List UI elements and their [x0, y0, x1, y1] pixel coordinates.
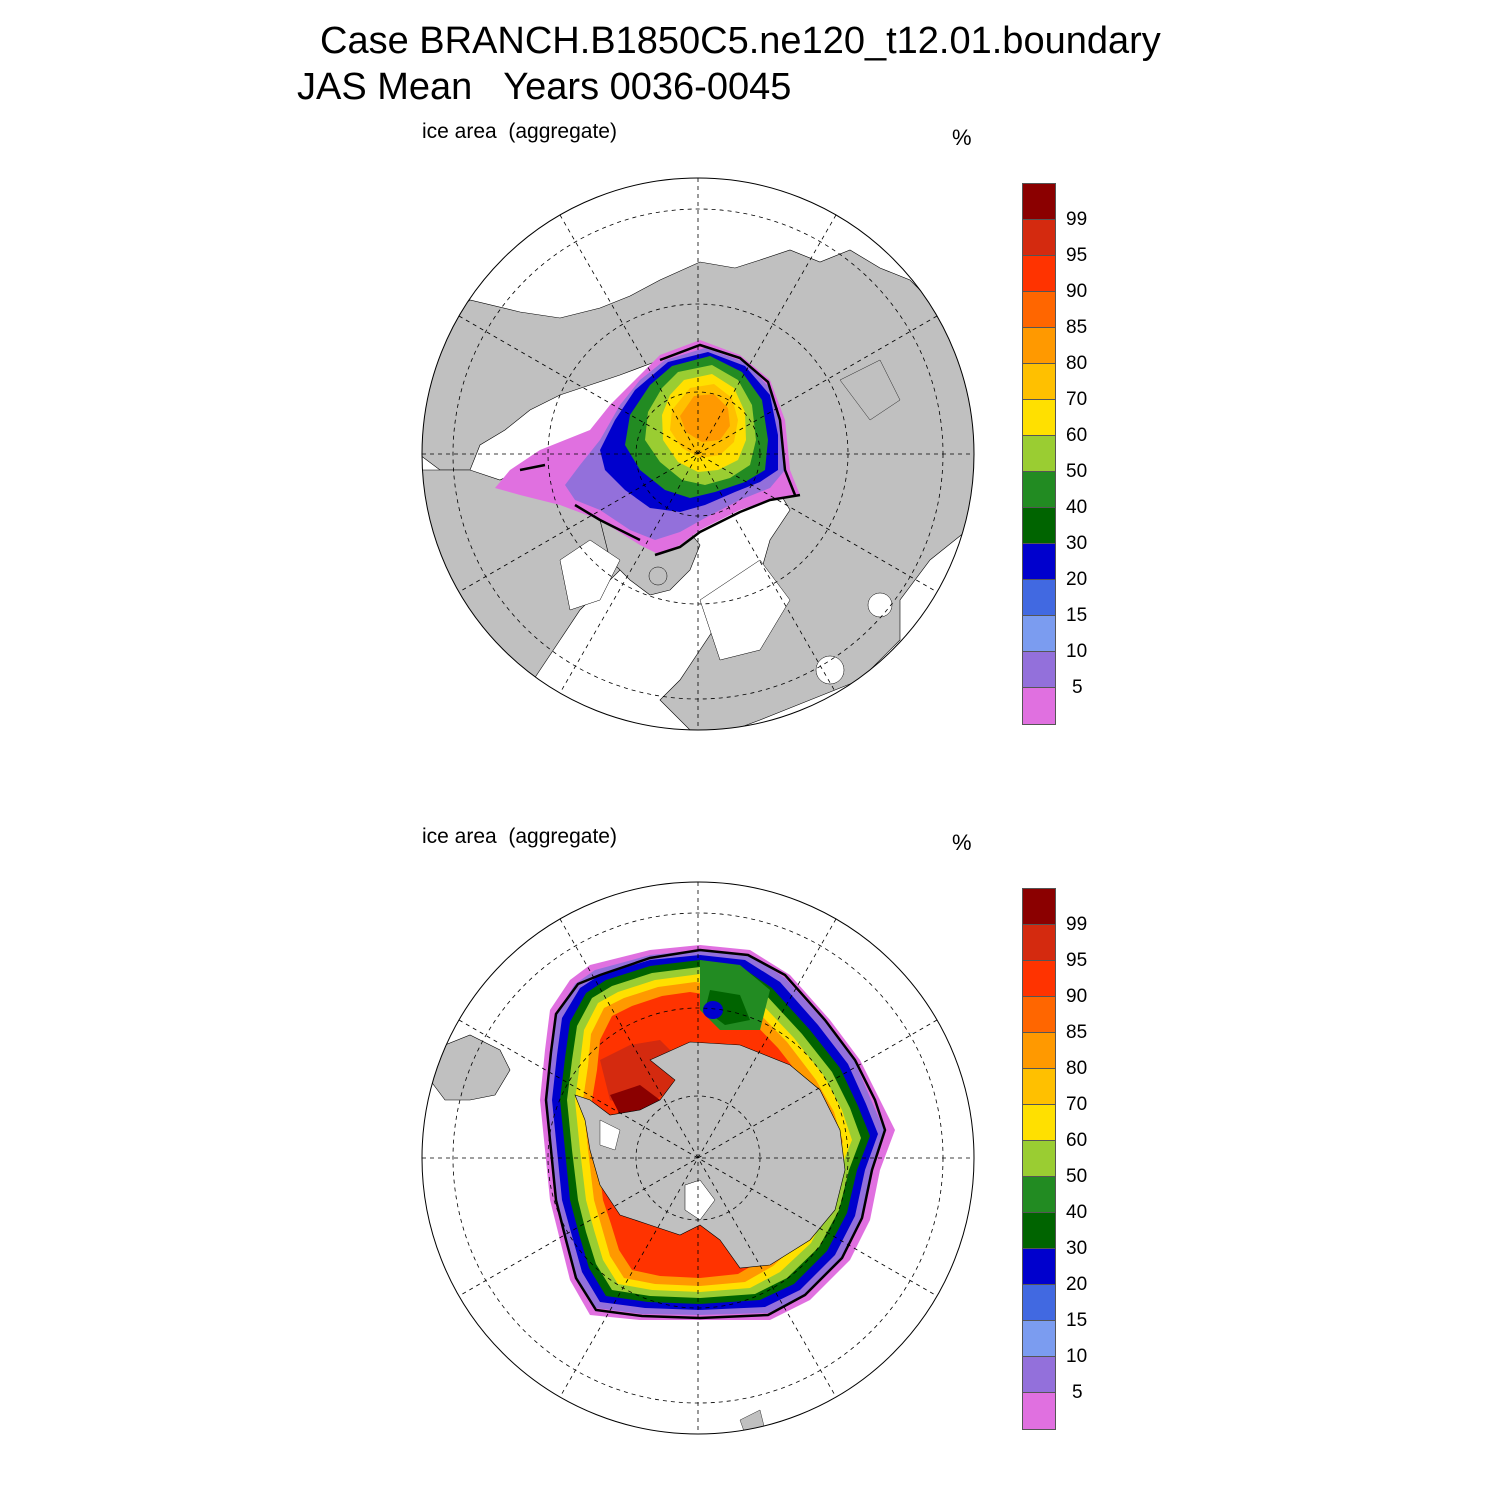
- colorbar-tick-label: 99: [1066, 914, 1088, 935]
- eurasia-land: [422, 249, 974, 730]
- colorbar-box: [1022, 507, 1056, 545]
- colorbar-tick-label: 40: [1066, 497, 1088, 518]
- colorbar-tick-label: 5: [1072, 1382, 1083, 1403]
- colorbar-tick-label: 15: [1066, 1310, 1088, 1331]
- antarctic-map: [421, 881, 975, 1435]
- colorbar-tick-label: 50: [1066, 1166, 1088, 1187]
- colorbar-box: [1022, 399, 1056, 437]
- colorbar-tick-label: 10: [1066, 1346, 1088, 1367]
- colorbar-tick-label: 50: [1066, 461, 1088, 482]
- colorbar-tick-label: 90: [1066, 986, 1088, 1007]
- colorbar-tick-label: 30: [1066, 533, 1088, 554]
- colorbar-tick-label: 60: [1066, 1130, 1088, 1151]
- figure-title-line2: JAS Mean Years 0036-0045: [297, 66, 792, 108]
- arctic-panel-label: ice area (aggregate): [422, 120, 617, 143]
- colorbar-tick-label: 90: [1066, 281, 1088, 302]
- arctic-units-label: %: [952, 125, 972, 150]
- colorbar-box: [1022, 219, 1056, 257]
- colorbar-box: [1022, 1032, 1056, 1070]
- colorbar-box: [1022, 1176, 1056, 1214]
- colorbar-tick-label: 60: [1066, 425, 1088, 446]
- colorbar-box: [1022, 327, 1056, 365]
- colorbar-box: [1022, 1104, 1056, 1142]
- colorbar-tick-label: 85: [1066, 317, 1088, 338]
- arctic-ice-85pct: [680, 394, 730, 442]
- colorbar-tick-label: 95: [1066, 245, 1088, 266]
- antarctic-units-label: %: [952, 830, 972, 855]
- colorbar-tick-label: 30: [1066, 1238, 1088, 1259]
- colorbar-box: [1022, 255, 1056, 293]
- colorbar-box: [1022, 471, 1056, 509]
- colorbar-box: [1022, 579, 1056, 617]
- colorbar-tick-label: 15: [1066, 605, 1088, 626]
- colorbar-box: [1022, 363, 1056, 401]
- colorbar-box: [1022, 687, 1056, 725]
- colorbar-box: [1022, 543, 1056, 581]
- colorbar-tick-label: 40: [1066, 1202, 1088, 1223]
- colorbar-tick-label: 70: [1066, 389, 1088, 410]
- figure-title-line1: Case BRANCH.B1850C5.ne120_t12.01.boundar…: [320, 20, 1161, 62]
- colorbar-box: [1022, 1320, 1056, 1358]
- colorbar-tick-label: 5: [1072, 677, 1083, 698]
- arctic-map: [421, 177, 975, 731]
- colorbar-tick-label: 20: [1066, 1274, 1088, 1295]
- colorbar-tick-label: 85: [1066, 1022, 1088, 1043]
- colorbar-box: [1022, 924, 1056, 962]
- colorbar-box: [1022, 888, 1056, 926]
- colorbar-tick-label: 80: [1066, 1058, 1088, 1079]
- south-america-land: [429, 1034, 511, 1101]
- colorbar-box: [1022, 1248, 1056, 1286]
- colorbar-box: [1022, 960, 1056, 998]
- arctic-extent-line: [654, 343, 801, 557]
- colorbar-box: [1022, 651, 1056, 689]
- antarctica-land: [574, 1041, 846, 1269]
- antarctic-extent-line: [544, 948, 887, 1320]
- colorbar-tick-label: 95: [1066, 950, 1088, 971]
- colorbar-tick-label: 20: [1066, 569, 1088, 590]
- colorbar-box: [1022, 1212, 1056, 1250]
- colorbar-tick-label: 99: [1066, 209, 1088, 230]
- colorbar-box: [1022, 1068, 1056, 1106]
- colorbar-box: [1022, 1356, 1056, 1394]
- colorbar-box: [1022, 183, 1056, 221]
- colorbar-box: [1022, 996, 1056, 1034]
- colorbar-tick-label: 80: [1066, 353, 1088, 374]
- colorbar-box: [1022, 615, 1056, 653]
- colorbar-box: [1022, 1284, 1056, 1322]
- colorbar-box: [1022, 1392, 1056, 1430]
- antarctic-panel-label: ice area (aggregate): [422, 825, 617, 848]
- colorbar-tick-label: 10: [1066, 641, 1088, 662]
- colorbar-box: [1022, 435, 1056, 473]
- colorbar-tick-label: 70: [1066, 1094, 1088, 1115]
- colorbar-box: [1022, 291, 1056, 329]
- colorbar-box: [1022, 1140, 1056, 1178]
